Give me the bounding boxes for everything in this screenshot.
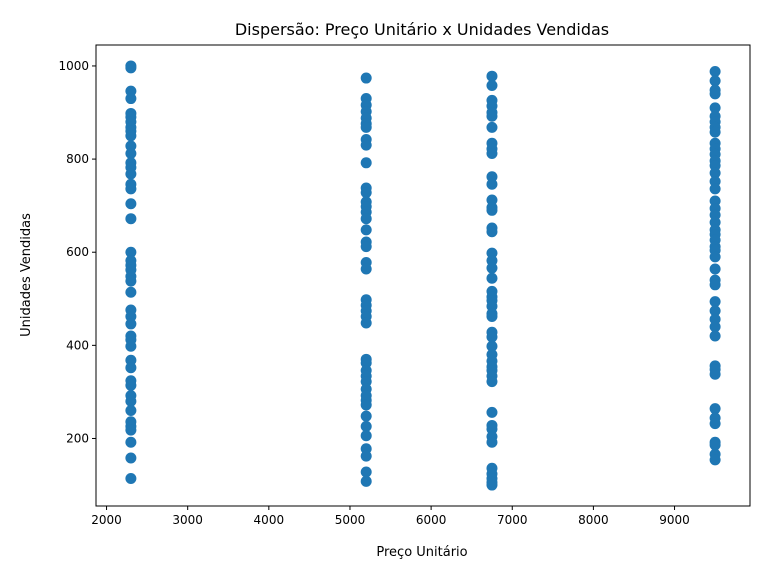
scatter-point (709, 183, 721, 195)
scatter-point (486, 479, 498, 491)
x-axis-ticks: 2000 3000 4000 5000 6000 7000 8000 9000 (91, 506, 690, 527)
scatter-point (360, 213, 372, 225)
scatter-point (486, 310, 498, 322)
scatter-point (360, 410, 372, 422)
scatter-point (709, 368, 721, 380)
x-axis-label: Preço Unitário (376, 545, 467, 560)
scatter-point (360, 187, 372, 199)
y-tick-label: 400 (66, 338, 89, 352)
scatter-point (125, 148, 137, 159)
scatter-point (486, 436, 498, 448)
scatter-point (709, 102, 721, 114)
scatter-point (360, 72, 372, 84)
scatter-point (709, 418, 721, 430)
scatter-point (360, 224, 372, 236)
scatter-point (486, 110, 498, 122)
scatter-point (125, 340, 137, 352)
scatter-point (125, 395, 137, 407)
scatter-point (709, 403, 721, 415)
scatter-point (486, 272, 498, 284)
scatter-point (360, 399, 372, 411)
y-tick-label: 1000 (58, 59, 89, 73)
scatter-point (125, 62, 137, 74)
scatter-point (125, 473, 137, 485)
scatter-point (360, 121, 372, 133)
y-axis-label: Unidades Vendidas (19, 213, 34, 337)
plot-area-frame (95, 44, 751, 507)
scatter-point (360, 430, 372, 442)
x-tick-label: 3000 (172, 513, 203, 527)
scatter-point (486, 178, 498, 190)
scatter-point (486, 406, 498, 418)
scatter-point (125, 198, 137, 210)
scatter-point (360, 139, 372, 151)
scatter-point (360, 450, 372, 462)
x-tick-label: 8000 (578, 513, 609, 527)
scatter-point (125, 405, 137, 417)
scatter-point (709, 321, 721, 333)
scatter-point (125, 452, 137, 464)
scatter-point (125, 93, 137, 105)
scatter-point (125, 183, 137, 195)
scatter-point (709, 279, 721, 291)
scatter-point (125, 168, 137, 180)
scatter-point (360, 466, 372, 478)
scatter-point (360, 263, 372, 275)
scatter-point (360, 241, 372, 253)
scatter-point (125, 275, 137, 287)
y-tick-label: 800 (66, 152, 89, 166)
scatter-point (360, 475, 372, 487)
data-points (125, 60, 721, 491)
scatter-point (486, 80, 498, 92)
scatter-point (125, 246, 137, 258)
scatter-point (709, 296, 721, 308)
x-tick-label: 5000 (335, 513, 366, 527)
x-tick-label: 2000 (91, 513, 122, 527)
y-tick-label: 600 (66, 245, 89, 259)
scatter-point (486, 376, 498, 388)
scatter-point (709, 439, 721, 451)
scatter-point (125, 286, 137, 298)
scatter-point (125, 213, 137, 225)
scatter-point (125, 379, 137, 391)
scatter-point (709, 305, 721, 317)
x-tick-label: 4000 (254, 513, 285, 527)
scatter-point (486, 70, 498, 82)
x-tick-label: 7000 (497, 513, 528, 527)
scatter-point (709, 66, 721, 78)
scatter-point (486, 204, 498, 216)
scatter-point (709, 330, 721, 342)
scatter-point (486, 226, 498, 238)
scatter-point (125, 424, 137, 436)
y-axis-ticks: 200 400 600 800 1000 (58, 59, 96, 445)
scatter-point (486, 331, 498, 343)
scatter-point (125, 318, 137, 330)
scatter-point (486, 340, 498, 352)
scatter-point (486, 121, 498, 133)
scatter-point (709, 126, 721, 138)
scatter-point (709, 167, 721, 179)
scatter-point (360, 420, 372, 432)
scatter-point (709, 454, 721, 466)
scatter-point (709, 251, 721, 263)
scatter-point (125, 436, 137, 448)
x-tick-label: 9000 (659, 513, 690, 527)
scatter-point (709, 88, 721, 100)
scatter-point (709, 263, 721, 275)
scatter-point (486, 262, 498, 274)
scatter-point (125, 130, 137, 142)
scatter-point (360, 157, 372, 169)
scatter-point (709, 75, 721, 87)
x-tick-label: 6000 (416, 513, 447, 527)
y-tick-label: 200 (66, 431, 89, 445)
scatter-point (360, 317, 372, 329)
chart-title: Dispersão: Preço Unitário x Unidades Ven… (235, 20, 609, 39)
scatter-point (125, 362, 137, 374)
scatter-point (486, 148, 498, 159)
